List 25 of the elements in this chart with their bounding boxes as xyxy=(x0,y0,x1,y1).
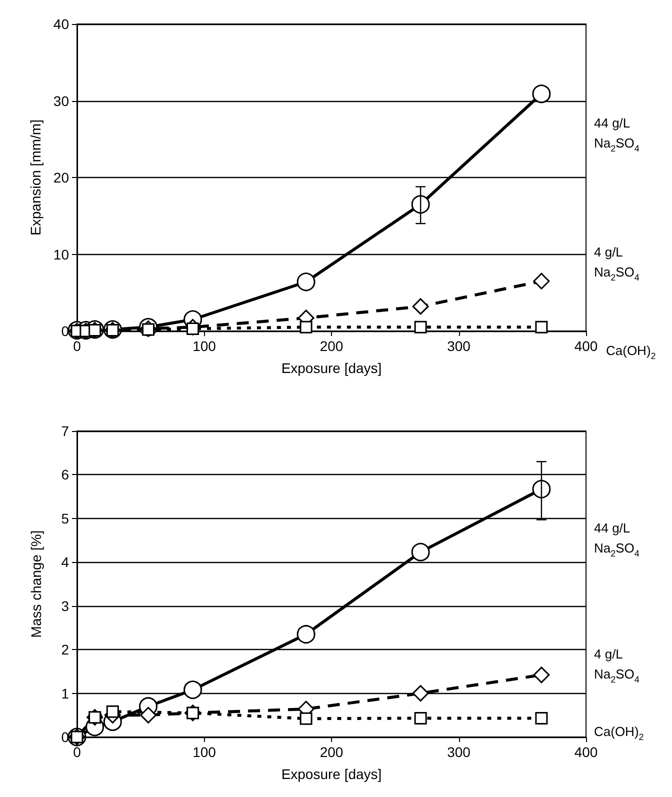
x-tick-label: 100 xyxy=(192,744,216,760)
y-tick-label: 4 xyxy=(61,554,70,570)
x-tick-label: 200 xyxy=(320,338,344,354)
y-tick-label: 2 xyxy=(61,642,70,658)
x-axis-title: Exposure [days] xyxy=(281,360,382,376)
y-tick-label: 40 xyxy=(53,16,70,32)
x-tick-label: 0 xyxy=(73,744,82,760)
y-tick-label: 10 xyxy=(53,246,70,262)
y-tick-label: 7 xyxy=(61,423,70,439)
y-tick-label: 1 xyxy=(61,685,70,702)
y-tick-label: 30 xyxy=(53,92,70,109)
y-tick-label: 5 xyxy=(61,510,70,526)
x-tick-label: 0 xyxy=(73,338,82,354)
y-tick-label: 3 xyxy=(61,598,70,614)
x-tick-label: 200 xyxy=(320,744,344,760)
y-tick-label: 20 xyxy=(53,170,70,186)
x-tick-label: 400 xyxy=(574,744,598,760)
x-tick-label: 100 xyxy=(192,338,216,354)
y-tick-label: 6 xyxy=(61,466,70,483)
x-tick-label: 400 xyxy=(574,338,598,354)
y-axis-title: Expansion [mm/m] xyxy=(28,120,44,236)
x-tick-label: 300 xyxy=(447,338,471,354)
y-axis-title: Mass change [%] xyxy=(28,530,44,638)
x-axis-title: Exposure [days] xyxy=(281,766,382,782)
x-tick-label: 300 xyxy=(447,744,471,760)
